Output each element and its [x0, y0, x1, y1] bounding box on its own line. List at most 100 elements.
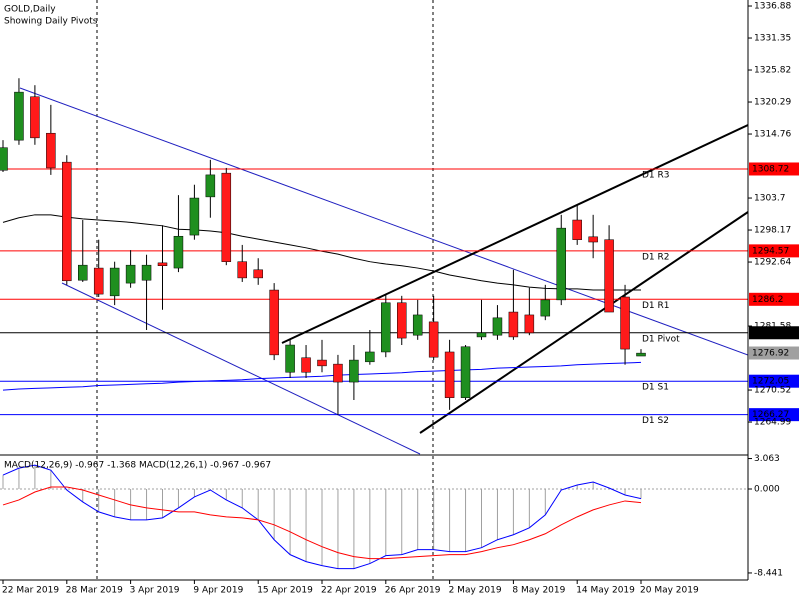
- pivot-label: D1 S1: [642, 383, 669, 393]
- candle-body: [572, 219, 582, 240]
- price-tag: [749, 374, 799, 388]
- candle-body: [636, 352, 646, 357]
- candle-body: [237, 261, 247, 279]
- axes: [0, 0, 749, 581]
- y-tick-label: 0.000: [754, 485, 780, 495]
- pivot-label: D1 R1: [642, 301, 670, 311]
- y-tick-label: 1292.64: [754, 258, 791, 268]
- y-tick-label: 1314.76: [754, 130, 791, 140]
- macd-title: MACD(12,26,9) -0.967 -1.368 MACD(12,26,1…: [4, 461, 271, 471]
- candle-body: [109, 267, 120, 297]
- price-tag-label: 1294.57: [752, 246, 789, 256]
- channel-line: [419, 211, 748, 434]
- pivot-label: D1 Pivot: [642, 334, 680, 344]
- candle-body: [285, 344, 295, 373]
- moving-average: [2, 361, 642, 391]
- chart-subtitle: Showing Daily Pivots: [4, 17, 98, 27]
- price-tag: [749, 408, 799, 422]
- x-tick-label: 14 May 2019: [576, 586, 635, 596]
- x-tick-label: 28 Mar 2019: [66, 586, 123, 596]
- y-tick-label: 1264.99: [754, 418, 791, 428]
- x-tick-label: 15 Apr 2019: [257, 586, 313, 596]
- y-tick-label: 1270.52: [754, 386, 791, 396]
- candle-body: [397, 302, 407, 339]
- macd-panel: [0, 456, 748, 580]
- candle-body: [253, 269, 263, 279]
- candle-body: [0, 147, 8, 171]
- x-tick-label: 8 May 2019: [512, 586, 565, 596]
- trend-line: [61, 282, 421, 455]
- candle-body: [381, 302, 391, 353]
- y-tick-label: 1325.82: [754, 66, 791, 76]
- price-tag: [749, 292, 799, 306]
- y-tick-label: 1298.17: [754, 226, 791, 236]
- candle-body: [14, 91, 24, 141]
- x-tick-label: 3 Apr 2019: [130, 586, 180, 596]
- candle-body: [349, 359, 359, 383]
- candle-body: [141, 264, 152, 281]
- macd-line: [2, 486, 642, 560]
- price-tag-label: 1280.42: [752, 328, 789, 338]
- pivot-label: D1 R2: [642, 252, 670, 262]
- candle-body: [444, 351, 455, 398]
- y-tick-label: -8.441: [754, 568, 783, 578]
- price-tag: [749, 244, 799, 258]
- y-tick-label: 1320.29: [754, 98, 791, 108]
- candle-body: [221, 172, 232, 262]
- candle-body: [189, 197, 200, 236]
- last-price-tag: [749, 346, 799, 360]
- candle-body: [78, 264, 88, 281]
- candle-body: [588, 236, 598, 243]
- x-tick-label: 2 May 2019: [449, 586, 502, 596]
- y-tick-label: 1281.58: [754, 322, 791, 332]
- channel-line: [281, 124, 748, 344]
- candle-body: [46, 132, 56, 169]
- price-tag: [749, 326, 799, 340]
- candle-body: [476, 332, 487, 338]
- last-price-label: 1276.92: [752, 349, 789, 359]
- x-tick-label: 20 May 2019: [640, 586, 699, 596]
- candle-body: [508, 311, 519, 338]
- y-tick-label: 1303.7: [754, 194, 786, 204]
- candle-body: [540, 299, 551, 317]
- price-tag-label: 1286.2: [752, 295, 784, 305]
- x-tick-label: 22 Apr 2019: [321, 586, 377, 596]
- candle-body: [30, 96, 40, 139]
- y-tick-label: 3.063: [754, 454, 780, 464]
- y-tick-label: 1336.88: [754, 2, 791, 12]
- candle-body: [205, 174, 216, 198]
- price-tag-label: 1308.72: [752, 164, 789, 174]
- pivot-label: D1 S2: [642, 416, 669, 426]
- candle-body: [524, 314, 535, 334]
- x-tick-label: 9 Apr 2019: [193, 586, 243, 596]
- price-tag-label: 1266.27: [752, 410, 789, 420]
- candle-body: [428, 321, 439, 358]
- candle-body: [460, 346, 471, 398]
- candle-body: [93, 267, 104, 295]
- candle-body: [317, 359, 327, 367]
- candle-body: [301, 357, 311, 373]
- candle-body: [412, 314, 423, 336]
- candle-body: [333, 363, 343, 383]
- chart-title: GOLD,Daily: [4, 5, 56, 15]
- macd-line: [2, 464, 642, 570]
- x-tick-label: 26 Apr 2019: [385, 586, 441, 596]
- candle-body: [492, 317, 503, 336]
- y-tick-label: 1331.35: [754, 34, 791, 44]
- candle-body: [365, 351, 375, 363]
- candle-body: [173, 235, 184, 269]
- candle-body: [620, 296, 630, 350]
- candle-body: [62, 161, 72, 282]
- price-tag-label: 1272.05: [752, 377, 789, 387]
- pivot-label: D1 R3: [642, 170, 670, 180]
- candle-body: [157, 262, 168, 266]
- x-tick-label: 22 Mar 2019: [2, 586, 59, 596]
- candle-body: [556, 227, 566, 301]
- candle-body: [125, 264, 136, 284]
- candle-body: [604, 239, 614, 313]
- price-tag: [749, 162, 799, 176]
- price-panel: [0, 0, 748, 455]
